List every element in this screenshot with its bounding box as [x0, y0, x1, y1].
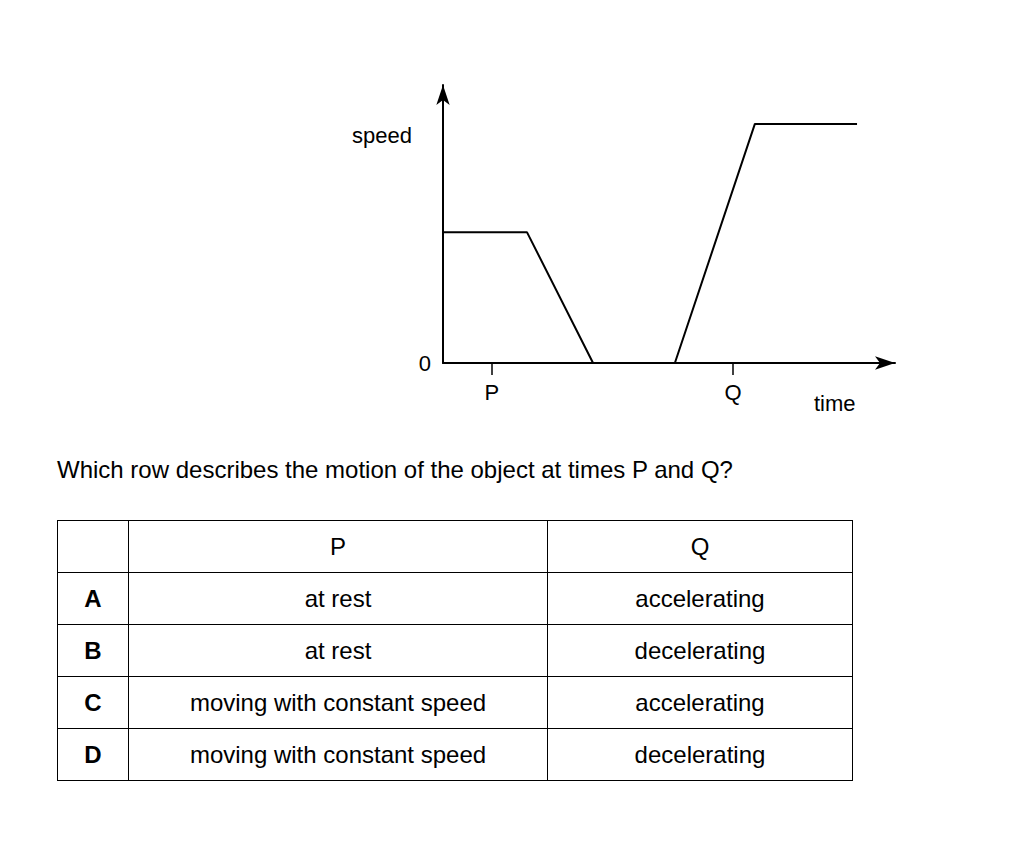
html-text:accelerating: accelerating: [635, 584, 765, 612]
svg-text:0: 0: [419, 351, 431, 376]
html-text:moving with constant speed: moving with constant speed: [189, 740, 487, 768]
html-text:at rest: at rest: [304, 584, 372, 612]
html-text:moving with constant speed: moving with constant speed: [189, 688, 487, 716]
html-text:B: B: [84, 636, 102, 664]
svg-text:speed: speed: [352, 123, 412, 148]
html-text:C: C: [84, 688, 102, 716]
html-text:decelerating: decelerating: [634, 636, 766, 664]
html-text:at rest: at rest: [304, 636, 372, 664]
html-text:Q: Q: [690, 532, 710, 560]
svg-text:time: time: [814, 391, 856, 416]
html-text:Which row describes the motion: Which row describes the motion of the ob…: [57, 456, 733, 483]
html-text:P: P: [330, 532, 346, 560]
html-text:D: D: [84, 740, 102, 768]
svg-text:P: P: [484, 380, 499, 405]
svg-text:Q: Q: [725, 380, 742, 405]
html-text:decelerating: decelerating: [634, 740, 766, 768]
html-text:A: A: [84, 584, 102, 612]
html-text:accelerating: accelerating: [635, 688, 765, 716]
